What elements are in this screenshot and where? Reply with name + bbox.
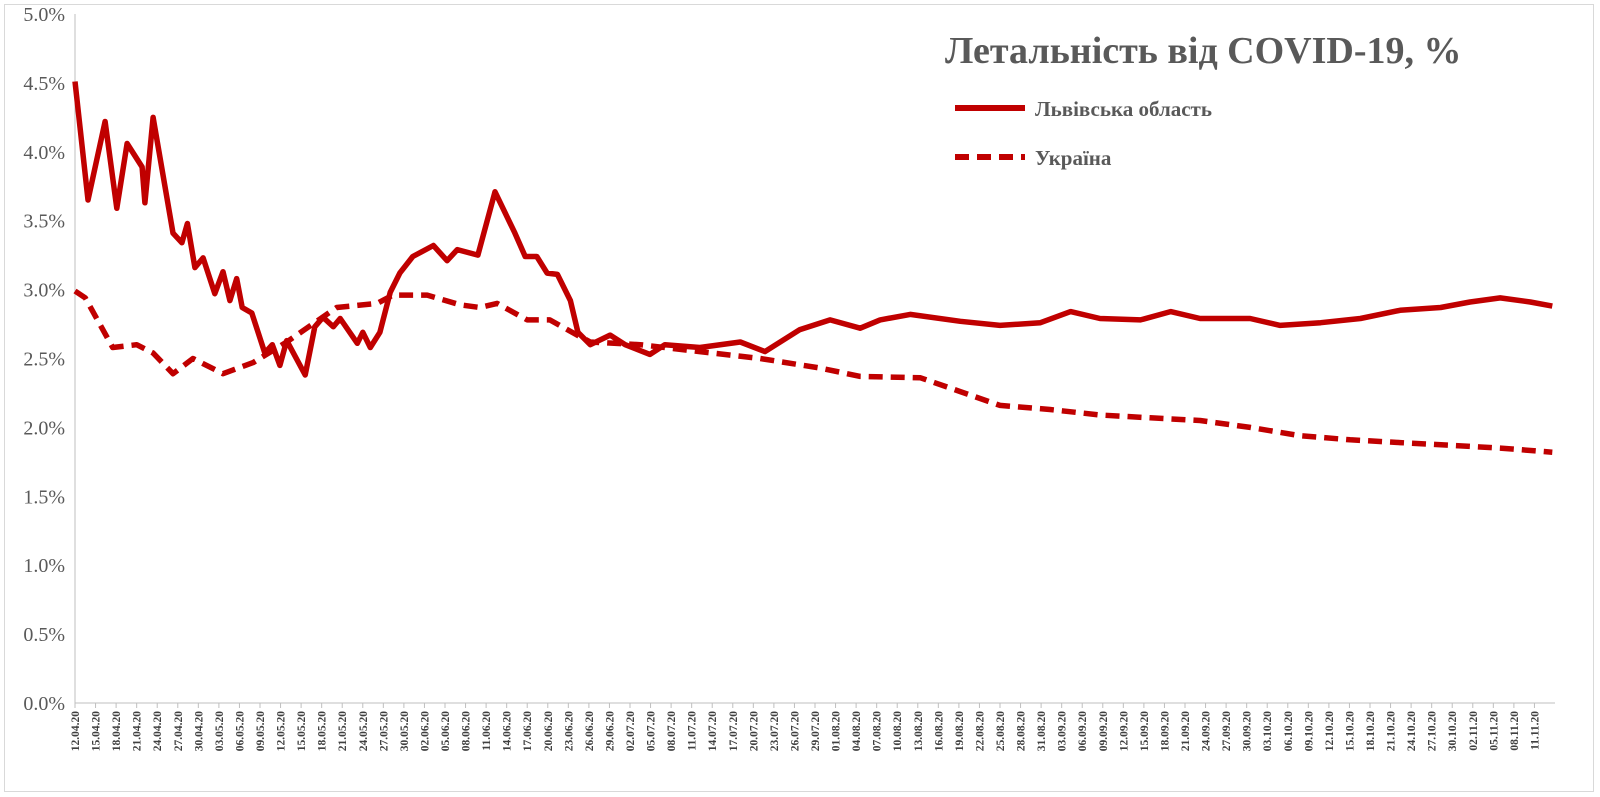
x-tick-label: 20.07.20 — [748, 711, 760, 752]
x-tick-label: 19.08.20 — [954, 711, 966, 752]
y-tick-label: 4.5% — [23, 73, 65, 95]
chart-frame — [4, 4, 1594, 792]
x-tick-label: 24.04.20 — [152, 711, 164, 752]
x-tick-label: 11.11.20 — [1529, 711, 1541, 750]
x-tick-label: 18.05.20 — [317, 711, 329, 752]
x-tick-label: 18.09.20 — [1159, 711, 1171, 752]
x-tick-label: 31.08.20 — [1036, 711, 1048, 752]
x-tick-label: 21.05.20 — [337, 711, 349, 752]
x-tick-label: 03.09.20 — [1057, 711, 1069, 752]
x-tick-label: 04.08.20 — [851, 711, 863, 752]
x-tick-label: 09.09.20 — [1098, 711, 1110, 752]
x-tick-label: 26.07.20 — [789, 711, 801, 752]
legend-label-ukraine: Україна — [1035, 146, 1112, 170]
x-tick-label: 12.10.20 — [1324, 711, 1336, 752]
x-tick-label: 24.10.20 — [1406, 711, 1418, 752]
x-tick-label: 15.04.20 — [91, 711, 103, 752]
x-tick-label: 14.07.20 — [707, 711, 719, 752]
y-tick-label: 4.0% — [23, 142, 65, 164]
y-tick-label: 5.0% — [23, 4, 65, 26]
x-tick-label: 21.10.20 — [1386, 711, 1398, 752]
x-axis: 12.04.20 15.04.20 18.04.20 21.04.20 24.04.20… — [70, 702, 1555, 752]
x-tick-label: 27.09.20 — [1221, 711, 1233, 752]
x-tick-label: 05.11.20 — [1488, 711, 1500, 751]
x-tick-label: 30.09.20 — [1242, 711, 1254, 752]
x-tick-label: 23.06.20 — [563, 711, 575, 752]
x-tick-label: 06.10.20 — [1283, 711, 1295, 752]
x-tick-label: 15.05.20 — [296, 711, 308, 752]
y-tick-label: 1.5% — [23, 486, 65, 508]
x-tick-label: 23.07.20 — [769, 711, 781, 752]
x-tick-label: 11.07.20 — [687, 711, 699, 751]
chart-title: Летальність від COVID-19, % — [945, 30, 1462, 72]
y-tick-label: 3.5% — [23, 211, 65, 233]
x-tick-label: 06.05.20 — [234, 711, 246, 752]
y-tick-label: 2.5% — [23, 349, 65, 371]
y-tick-label: 2.0% — [23, 417, 65, 439]
x-tick-label: 08.06.20 — [461, 711, 473, 752]
legend-label-lviv: Львівська область — [1035, 97, 1212, 121]
x-tick-label: 16.08.20 — [933, 711, 945, 752]
series-lines — [72, 81, 1553, 455]
x-tick-label: 14.06.20 — [502, 711, 514, 752]
x-tick-label: 30.04.20 — [193, 711, 205, 752]
x-tick-label: 10.08.20 — [892, 711, 904, 752]
x-tick-label: 08.11.20 — [1509, 711, 1521, 751]
x-tick-label: 12.09.20 — [1118, 711, 1130, 752]
x-tick-label: 20.06.20 — [543, 711, 555, 752]
x-tick-label: 17.07.20 — [728, 711, 740, 752]
x-tick-label: 07.08.20 — [872, 711, 884, 752]
x-tick-label: 11.06.20 — [481, 711, 493, 751]
x-tick-label: 12.05.20 — [276, 711, 288, 752]
x-tick-label: 05.07.20 — [646, 711, 658, 752]
x-tick-label: 29.07.20 — [810, 711, 822, 752]
x-tick-label: 12.04.20 — [70, 711, 82, 752]
x-tick-label: 02.11.20 — [1468, 711, 1480, 751]
series-line-lviv — [72, 81, 1553, 378]
x-tick-label: 21.09.20 — [1180, 711, 1192, 752]
x-tick-label: 02.07.20 — [625, 711, 637, 752]
x-tick-label: 30.05.20 — [399, 711, 411, 752]
x-tick-label: 17.06.20 — [522, 711, 534, 752]
series-line-ukraine — [73, 288, 1553, 455]
x-tick-label: 27.04.20 — [173, 711, 185, 752]
x-tick-label: 13.08.20 — [913, 711, 925, 752]
x-tick-label: 30.10.20 — [1447, 711, 1459, 752]
x-tick-label: 26.06.20 — [584, 711, 596, 752]
legend: Львівська область Україна — [955, 97, 1212, 170]
x-tick-label: 09.05.20 — [255, 711, 267, 752]
x-tick-label: 03.10.20 — [1262, 711, 1274, 752]
x-tick-label: 02.06.20 — [419, 711, 431, 752]
y-axis: 0.0% 0.5% 1.0% 1.5% 2.0% 2.5% 3.0% 3.5% 4.0% 4.5%… — [23, 4, 76, 715]
x-tick-label: 18.04.20 — [111, 711, 123, 752]
x-tick-label: 01.08.20 — [831, 711, 843, 752]
x-tick-label: 22.08.20 — [974, 711, 986, 752]
x-tick-label: 15.10.20 — [1344, 711, 1356, 752]
x-tick-label: 08.07.20 — [666, 711, 678, 752]
y-tick-label: 3.0% — [23, 280, 65, 302]
x-tick-label: 27.05.20 — [378, 711, 390, 752]
x-tick-label: 21.04.20 — [132, 711, 144, 752]
x-tick-label: 29.06.20 — [604, 711, 616, 752]
x-tick-label: 15.09.20 — [1139, 711, 1151, 752]
y-tick-label: 1.0% — [23, 555, 65, 577]
x-tick-label: 24.05.20 — [358, 711, 370, 752]
x-tick-label: 28.08.20 — [1016, 711, 1028, 752]
x-tick-label: 24.09.20 — [1201, 711, 1213, 752]
x-tick-label: 03.05.20 — [214, 711, 226, 752]
x-tick-label: 25.08.20 — [995, 711, 1007, 752]
x-tick-label: 27.10.20 — [1427, 711, 1439, 752]
y-tick-label: 0.0% — [23, 693, 65, 715]
x-tick-label: 06.09.20 — [1077, 711, 1089, 752]
x-tick-label: 09.10.20 — [1303, 711, 1315, 752]
x-tick-label: 18.10.20 — [1365, 711, 1377, 752]
y-tick-label: 0.5% — [23, 624, 65, 646]
x-tick-label: 05.06.20 — [440, 711, 452, 752]
